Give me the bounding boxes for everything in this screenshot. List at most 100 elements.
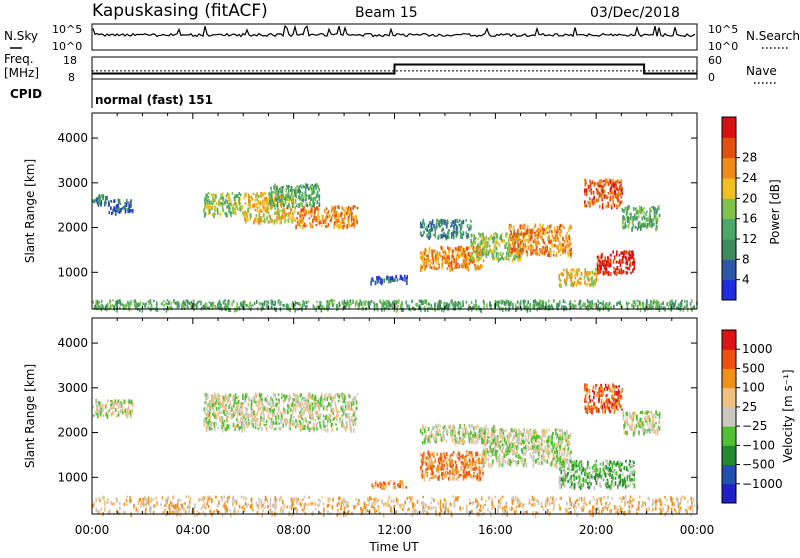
echo-cell <box>168 301 170 305</box>
echo-cell <box>232 395 234 398</box>
echo-cell <box>191 306 193 309</box>
echo-cell <box>267 211 269 214</box>
echo-cell <box>485 236 487 241</box>
echo-cell <box>424 223 426 226</box>
noise-right-label: N.Search <box>746 29 800 43</box>
echo-cell <box>330 219 332 222</box>
echo-cell <box>608 182 610 186</box>
echo-cell <box>326 225 328 228</box>
echo-cell <box>479 431 481 433</box>
echo-cell <box>205 196 207 199</box>
echo-cell <box>93 406 95 408</box>
echo-cell <box>613 259 615 263</box>
echo-cell <box>564 301 566 303</box>
echo-cell <box>485 425 487 428</box>
echo-cell <box>443 435 445 440</box>
echo-cell <box>427 472 429 477</box>
echo-cell <box>551 230 553 233</box>
echo-cell <box>493 258 495 260</box>
echo-cell <box>526 250 528 253</box>
echo-cell <box>631 304 633 308</box>
echo-cell <box>230 402 232 405</box>
echo-cell <box>242 424 244 427</box>
echo-cell <box>463 261 465 266</box>
echo-cell <box>331 423 333 427</box>
echo-cell <box>542 304 544 309</box>
echo-cell <box>122 407 124 410</box>
echo-cell <box>590 277 592 280</box>
echo-cell <box>610 272 612 276</box>
echo-cell <box>376 276 378 281</box>
echo-cell <box>315 224 317 226</box>
echo-cell <box>570 283 572 287</box>
echo-cell <box>490 248 492 252</box>
echo-cell <box>344 215 346 220</box>
echo-cell <box>291 189 293 191</box>
echo-cell <box>477 265 479 270</box>
echo-cell <box>218 427 220 430</box>
echo-cell <box>535 241 537 245</box>
echo-cell <box>623 209 625 213</box>
echo-cell <box>298 302 300 304</box>
echo-cell <box>277 211 279 216</box>
echo-cell <box>442 227 444 231</box>
echo-cell <box>110 403 112 406</box>
echo-cell <box>433 260 435 265</box>
echo-cell <box>449 460 451 464</box>
echo-cell <box>587 299 589 303</box>
echo-cell <box>519 233 521 236</box>
echo-cell <box>196 303 198 306</box>
echo-cell <box>431 228 433 231</box>
echo-cell <box>275 393 277 398</box>
echo-cell <box>619 181 621 183</box>
echo-cell <box>211 424 213 427</box>
echo-cell <box>271 306 273 308</box>
echo-cell <box>346 212 348 215</box>
nave-tick-top: 60 <box>708 54 722 67</box>
echo-cell <box>432 472 434 476</box>
echo-cell <box>439 221 441 226</box>
echo-cell <box>291 218 293 223</box>
echo-cell <box>311 184 313 186</box>
echo-cell <box>336 428 338 431</box>
echo-cell <box>590 190 592 193</box>
echo-cell <box>301 405 303 409</box>
echo-cell <box>246 217 248 220</box>
echo-cell <box>302 412 304 416</box>
echo-cell <box>263 213 265 218</box>
echo-cell <box>469 463 471 465</box>
echo-cell <box>473 439 475 444</box>
echo-cell <box>448 231 450 234</box>
echo-cell <box>632 226 634 229</box>
echo-cell <box>431 453 433 456</box>
echo-cell <box>120 409 122 414</box>
echo-cell <box>270 300 272 305</box>
echo-cell <box>684 306 686 308</box>
echo-cell <box>224 299 226 302</box>
echo-cell <box>248 305 250 308</box>
echo-cell <box>252 423 254 428</box>
echo-cell <box>473 234 475 238</box>
echo-cell <box>110 300 112 302</box>
echo-cell <box>655 227 657 232</box>
echo-cell <box>266 202 268 206</box>
echo-cell <box>557 235 559 239</box>
echo-cell <box>284 221 286 224</box>
echo-cell <box>529 303 531 307</box>
echo-cell <box>535 233 537 236</box>
echo-cell <box>330 397 332 400</box>
echo-cell <box>579 300 581 305</box>
echo-cell <box>111 413 113 416</box>
echo-cell <box>603 180 605 182</box>
echo-cell <box>349 424 351 427</box>
echo-cell <box>318 203 320 207</box>
echo-cell <box>238 197 240 202</box>
echo-cell <box>182 304 184 308</box>
echo-cell <box>439 462 441 465</box>
echo-cell <box>625 222 627 224</box>
echo-cell <box>235 212 237 215</box>
echo-cell <box>329 214 331 217</box>
echo-cell <box>649 225 651 227</box>
echo-cell <box>324 400 326 402</box>
echo-cell <box>241 417 243 420</box>
